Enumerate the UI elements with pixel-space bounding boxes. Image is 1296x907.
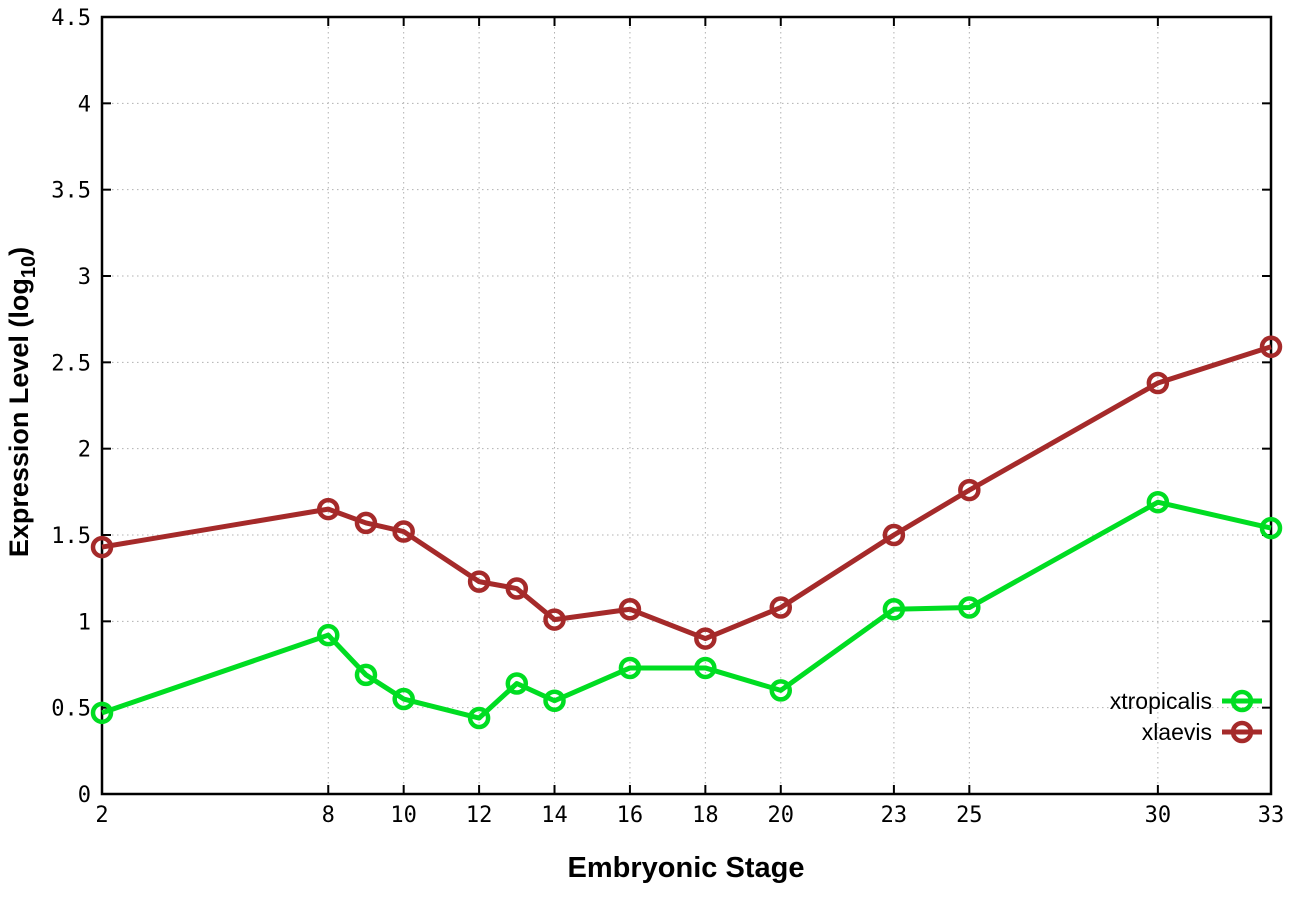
xlaevis-line (101, 344, 1272, 642)
x-tick-labels: 2 8 10 12 14 16 18 20 23 25 30 33 (95, 803, 1284, 828)
xtropicalis-marker (354, 663, 378, 687)
xtropicalis-marker (1146, 490, 1170, 514)
xlaevis-marker (317, 497, 340, 521)
y-tick-label: 1.5 (51, 524, 91, 549)
x-tick-label: 10 (390, 803, 417, 828)
legend-label: xlaevis (1142, 719, 1212, 745)
x-tick-label: 20 (768, 803, 795, 828)
xtropicalis-marker (392, 687, 415, 711)
grid-lines (102, 17, 1271, 794)
y-tick-label: 3.5 (51, 179, 91, 204)
xlaevis-marker (1146, 371, 1170, 395)
xlaevis-marker (618, 597, 642, 621)
y-tick-label: 2 (78, 438, 91, 463)
y-tick-label: 0.5 (51, 697, 91, 722)
x-tick-label: 33 (1258, 803, 1285, 828)
x-tick-label: 2 (95, 803, 108, 828)
xtropicalis-marker (694, 656, 717, 680)
legend-label: xtropicalis (1110, 688, 1212, 714)
xlaevis-marker (882, 523, 906, 547)
legend-marker-sample (1230, 689, 1254, 713)
y-tick-label: 4.5 (51, 6, 91, 31)
x-tick-label: 18 (692, 803, 719, 828)
xlaevis-marker (543, 608, 566, 631)
xlaevis-marker (769, 596, 793, 619)
xtropicalis-marker (958, 596, 981, 619)
y-tick-label: 1 (78, 610, 91, 635)
x-tick-label: 14 (541, 803, 568, 828)
xlaevis-marker (958, 478, 981, 502)
y-axis-label-close: ) (4, 247, 34, 256)
xtropicalis-marker (882, 597, 906, 621)
xtropicalis-marker (467, 706, 491, 730)
xlaevis-marker (694, 627, 717, 650)
xlaevis-marker (1259, 335, 1283, 359)
xtropicalis-marker (505, 672, 529, 695)
y-axis-label-main: Expression Level (log (4, 278, 34, 557)
x-tick-label: 8 (322, 803, 335, 828)
xtropicalis-marker (317, 623, 340, 647)
xtropicalis-marker (90, 701, 114, 725)
legend-item-xlaevis: xlaevis (1142, 719, 1262, 745)
x-tick-label: 30 (1145, 803, 1172, 828)
y-axis-label: Expression Level (log10) (4, 247, 40, 557)
xlaevis-marker (505, 577, 529, 600)
xlaevis-marker (467, 570, 491, 593)
legend: xtropicalis xlaevis (1110, 688, 1262, 745)
plot-border (100, 15, 1273, 796)
y-tick-label: 2.5 (51, 351, 91, 376)
y-tick-labels: 0 0.5 1 1.5 2 2.5 3 3.5 4 4.5 (51, 6, 91, 808)
xlaevis-marker (354, 511, 378, 535)
y-tick-label: 3 (78, 265, 91, 290)
y-axis-label-subscript: 10 (18, 256, 40, 278)
y-tick-label: 4 (78, 92, 91, 117)
data-series (90, 335, 1283, 730)
x-axis-label: Embryonic Stage (568, 852, 805, 884)
xtropicalis-marker (1259, 516, 1283, 540)
y-tick-label: 0 (78, 783, 91, 808)
xlaevis-marker (90, 535, 114, 559)
x-tick-label: 23 (881, 803, 908, 828)
xlaevis-marker (392, 520, 415, 543)
legend-item-xtropicalis: xtropicalis (1110, 688, 1262, 714)
xtropicalis-marker (769, 679, 793, 702)
xtropicalis-marker (543, 689, 566, 713)
x-tick-label: 16 (617, 803, 644, 828)
legend-marker-sample (1230, 720, 1254, 744)
x-tick-label: 12 (466, 803, 493, 828)
xtropicalis-marker (618, 656, 642, 680)
x-tick-label: 25 (956, 803, 983, 828)
axis-ticks (101, 16, 1272, 795)
